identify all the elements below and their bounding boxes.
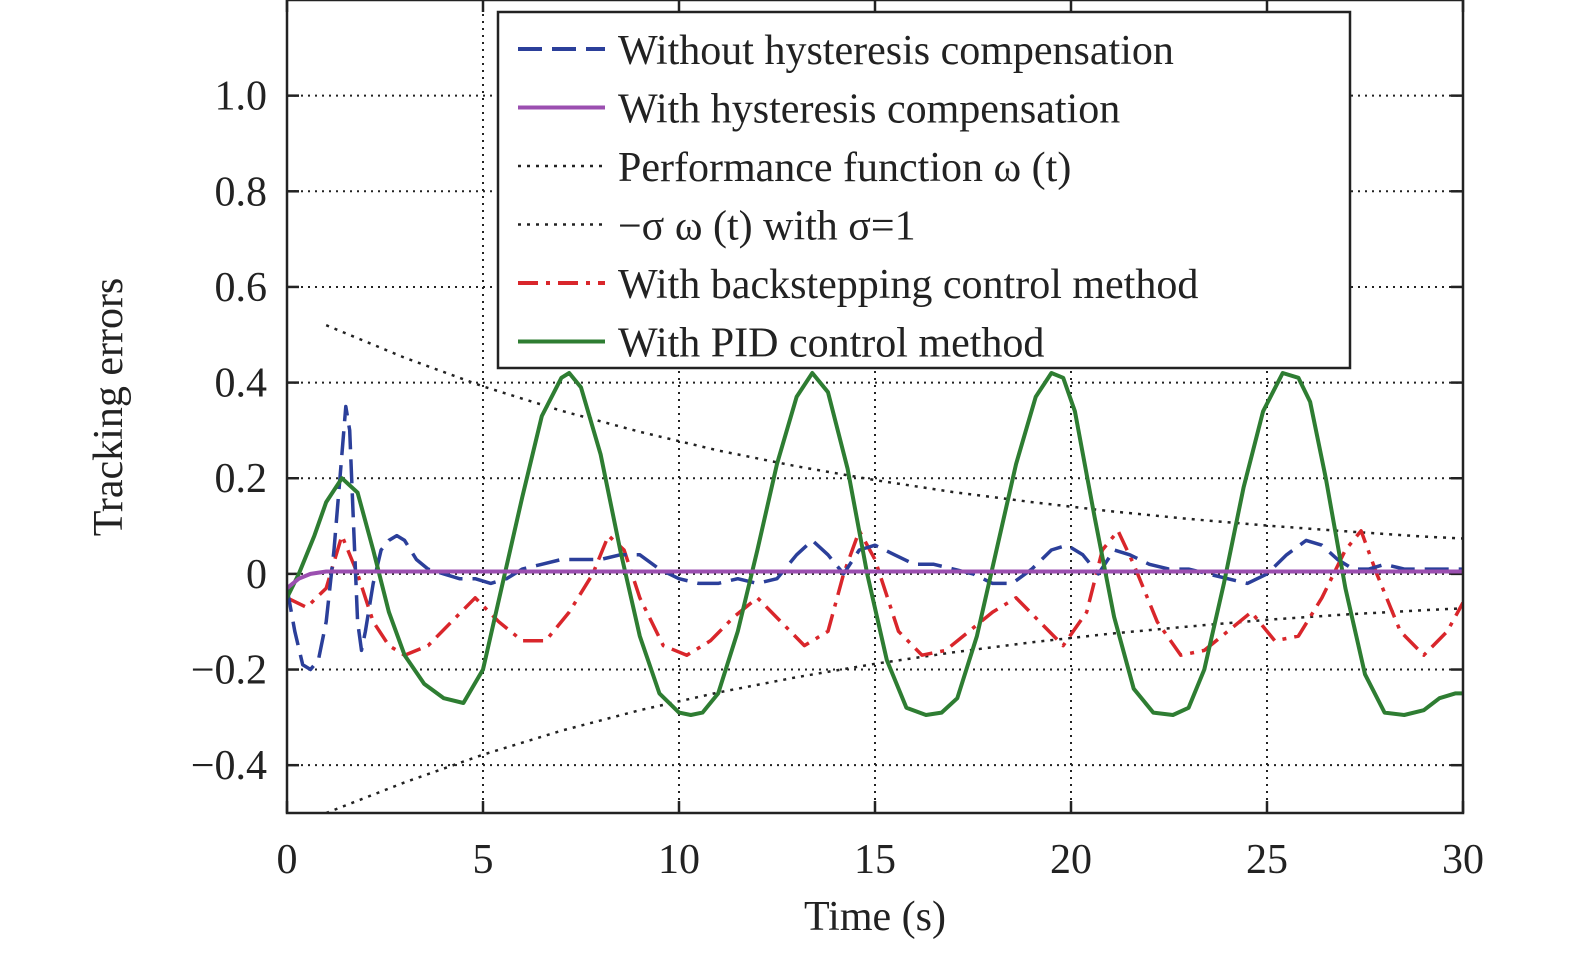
series-line-0 [287,404,1463,672]
y-tick-label: 0.2 [215,456,268,502]
x-tick-label: 30 [1442,837,1484,883]
x-tick-label: 15 [854,837,896,883]
y-tick-label: 0.6 [215,265,268,311]
y-tick-label: −0.2 [191,648,267,694]
legend-label: Performance function ω (t) [618,145,1071,191]
x-axis-ticks: 0 5 10 15 20 25 30 [277,0,1484,883]
x-tick-label: 5 [473,837,494,883]
y-tick-label: 0.8 [215,169,268,215]
y-tick-label: 0.4 [215,361,268,407]
x-tick-label: 25 [1246,837,1288,883]
y-tick-label: 1.0 [215,74,268,120]
plot-frame [285,0,1465,815]
legend: Without hysteresis compensation With hyst… [496,10,1352,370]
series-line-1 [287,569,1463,590]
y-axis-ticks: −0.4 −0.2 0 0.2 0.4 0.6 0.8 1.0 [191,74,1463,789]
series-line-3 [325,607,1463,813]
y-tick-label: 0 [246,552,267,598]
series-line-4 [287,529,1463,657]
legend-label: Without hysteresis compensation [618,28,1174,74]
data-series [287,324,1463,813]
legend-label: With hysteresis compensation [618,87,1120,133]
y-tick-label: −0.4 [191,743,267,789]
series-line-5 [287,371,1463,717]
x-tick-label: 10 [658,837,700,883]
legend-entries: Without hysteresis compensation With hyst… [518,28,1198,367]
x-tick-label: 0 [277,837,298,883]
x-tick-label: 20 [1050,837,1092,883]
legend-box [496,10,1352,370]
y-axis-title: Tracking errors [86,278,132,537]
x-axis-title: Time (s) [804,894,946,940]
legend-label: −σ ω (t) with σ=1 [618,204,916,250]
legend-label: With PID control method [618,321,1044,367]
series-line-2 [325,324,1463,540]
legend-label: With backstepping control method [618,262,1198,308]
